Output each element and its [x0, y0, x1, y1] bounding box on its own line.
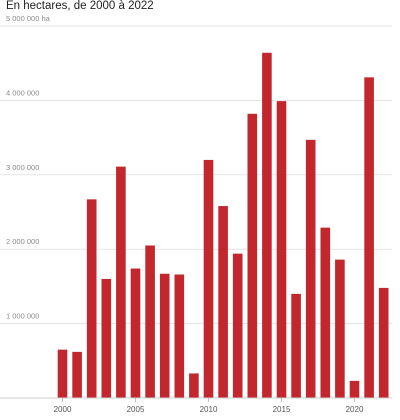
bar [378, 287, 389, 398]
bar [159, 273, 170, 398]
bar [262, 52, 272, 398]
bar [320, 227, 331, 398]
y-tick-label: 2 000 000 [6, 237, 39, 246]
bar [189, 373, 199, 398]
y-tick-label: 5 000 000 ha [6, 14, 51, 23]
x-tick-label: 2015 [273, 405, 291, 414]
x-tick-label: 2005 [127, 405, 145, 414]
chart-subtitle: En hectares, de 2000 à 2022 [6, 0, 154, 12]
bar [291, 293, 301, 398]
bar [57, 349, 68, 398]
x-tick-label: 2000 [54, 405, 72, 414]
bar [203, 159, 214, 398]
x-tick-label: 2020 [346, 405, 364, 414]
bar [101, 278, 112, 398]
bar [218, 206, 228, 398]
bars [57, 52, 389, 398]
axes: 1 000 000 2 000 000 3 000 000 4 000 000 5 00… [0, 14, 392, 414]
bar [116, 166, 126, 398]
bar [72, 351, 82, 398]
bar [305, 139, 316, 398]
bar [86, 199, 97, 398]
bar [349, 380, 360, 398]
bar [145, 245, 155, 398]
bar [364, 77, 374, 398]
y-tick-label: 4 000 000 [6, 88, 39, 97]
y-tick-label: 3 000 000 [6, 163, 39, 172]
gridlines [0, 25, 392, 325]
bar [174, 274, 185, 398]
x-tick-label: 2010 [200, 405, 218, 414]
bar [335, 259, 345, 398]
bar [130, 268, 141, 398]
bar [232, 253, 243, 398]
bar [276, 101, 287, 398]
y-tick-label: 1 000 000 [6, 312, 39, 321]
bar [247, 113, 258, 398]
